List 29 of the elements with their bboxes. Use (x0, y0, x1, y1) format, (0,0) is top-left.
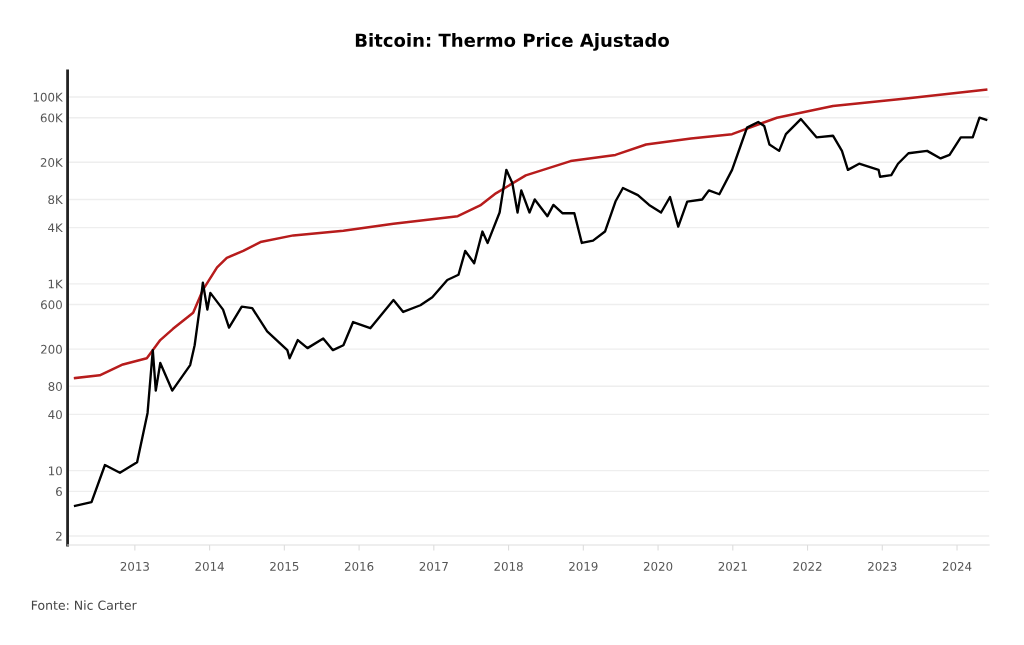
x-tick-label: 2021 (718, 561, 747, 571)
x-tick-label: 2022 (793, 561, 822, 571)
y-tick-label: 1K (48, 279, 63, 289)
chart-title: Bitcoin: Thermo Price Ajustado (355, 33, 669, 51)
x-tick-label: 2019 (569, 561, 598, 571)
y-tick-label: 40 (48, 410, 62, 420)
y-tick-label: 20K (40, 158, 63, 167)
x-tick-label: 2023 (868, 561, 897, 571)
y-tick-label: 100K (33, 92, 63, 102)
source-note: Fonte: Nic Carter (31, 600, 137, 610)
x-tick-label: 2024 (942, 561, 972, 571)
x-tick-label: 2015 (270, 561, 299, 571)
y-tick-label: 80 (48, 382, 62, 391)
x-tick-label: 2016 (344, 561, 374, 571)
x-tick-label: 2017 (419, 561, 448, 571)
y-tick-label: 600 (41, 300, 62, 310)
x-tick-label: 2013 (120, 561, 149, 571)
y-tick-label: 200 (41, 344, 62, 354)
x-tick-label: 2018 (494, 561, 523, 571)
y-tick-label: 4K (48, 223, 63, 233)
y-tick-label: 6 (56, 487, 62, 497)
y-tick-label: 2 (56, 531, 62, 541)
y-tick-label: 10 (49, 466, 62, 476)
y-tick-label: 8K (48, 195, 63, 205)
x-tick-label: 2020 (643, 561, 673, 571)
x-tick-label: 2014 (195, 561, 224, 571)
line-series (73, 88, 988, 380)
line-series (73, 116, 988, 508)
y-tick-label: 60K (40, 113, 63, 123)
